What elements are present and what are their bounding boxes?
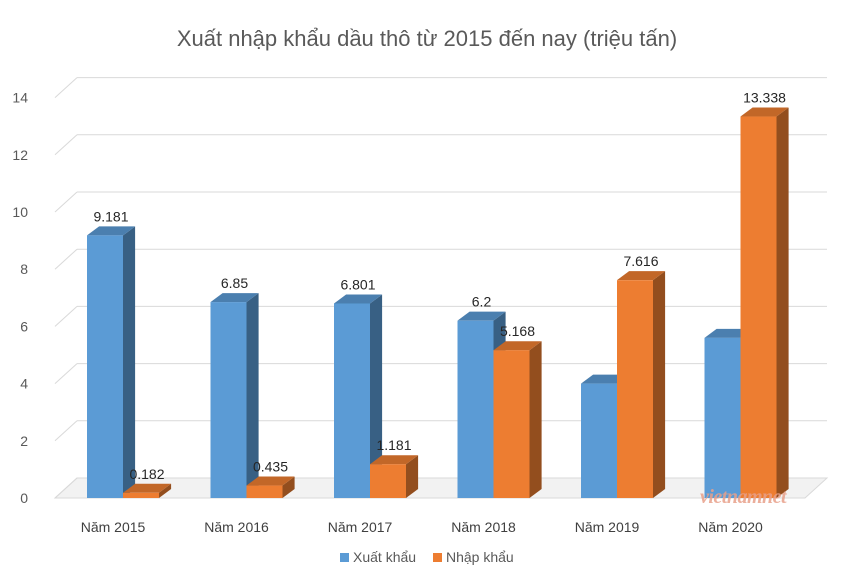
x-tick-label: Năm 2017 (328, 519, 393, 535)
y-tick-label: 10 (12, 204, 28, 220)
y-tick-label: 12 (12, 147, 28, 163)
legend-item-nhap-khau: Nhập khẩu (433, 549, 514, 565)
gridline-side (54, 363, 78, 384)
bar-xuat-khau-1 (210, 293, 259, 498)
bars (87, 107, 789, 498)
bar-nhap-khau-2 (370, 455, 419, 498)
data-label: 6.85 (221, 275, 248, 291)
x-axis: Năm 2015 Năm 2016 Năm 2017 Năm 2018 Năm 2019… (81, 519, 763, 535)
data-labels: 9.181 0.182 6.85 0.435 6.801 1.181 6.2 5.168 7.6… (93, 90, 786, 482)
gridline-side (54, 306, 78, 327)
gridline-side (54, 191, 78, 213)
bar-nhap-khau-4 (617, 271, 666, 498)
x-tick-label: Năm 2019 (575, 519, 640, 535)
legend-swatch (340, 553, 349, 562)
x-tick-label: Năm 2016 (204, 519, 269, 535)
data-label: 1.181 (376, 437, 411, 453)
bar-nhap-khau-5 (740, 107, 789, 498)
y-axis: 0 2 4 6 8 10 12 14 (12, 90, 28, 506)
legend-label: Nhập khẩu (446, 549, 514, 565)
legend-item-xuat-khau: Xuất khẩu (340, 549, 416, 565)
y-tick-label: 6 (20, 318, 28, 334)
bar-nhap-khau-1 (246, 476, 295, 498)
bar-nhap-khau-0 (123, 483, 172, 498)
gridline-side (54, 477, 78, 499)
gridline-side (54, 77, 78, 98)
y-tick-label: 0 (20, 490, 28, 506)
data-label: 5.168 (500, 323, 535, 339)
data-label: 7.616 (623, 253, 658, 269)
legend-swatch (433, 553, 442, 562)
data-label: 6.801 (340, 276, 375, 292)
x-tick-label: Năm 2018 (451, 519, 516, 535)
bar-xuat-khau-2 (334, 294, 383, 498)
data-label: 0.435 (253, 459, 288, 475)
gridline-side (54, 134, 78, 156)
gridline-side (54, 248, 78, 270)
x-tick-label: Năm 2020 (698, 519, 763, 535)
gridline-side (54, 420, 78, 442)
y-tick-label: 2 (20, 433, 28, 449)
legend-label: Xuất khẩu (353, 549, 416, 565)
legend: Xuất khẩu Nhập khẩu (340, 549, 514, 565)
data-label: 0.182 (129, 466, 164, 482)
chart-title: Xuất nhập khẩu dầu thô từ 2015 đến nay (… (176, 26, 678, 51)
data-label: 6.2 (472, 294, 492, 310)
y-tick-label: 8 (20, 261, 28, 277)
y-tick-label: 4 (20, 376, 28, 392)
bar-nhap-khau-3 (493, 341, 542, 498)
data-label: 13.338 (743, 90, 786, 106)
x-tick-label: Năm 2015 (81, 519, 146, 535)
data-label: 9.181 (93, 208, 128, 224)
bar-xuat-khau-0 (87, 226, 136, 498)
watermark-logo: vietnamnet (700, 486, 787, 508)
y-tick-label: 14 (12, 90, 28, 106)
